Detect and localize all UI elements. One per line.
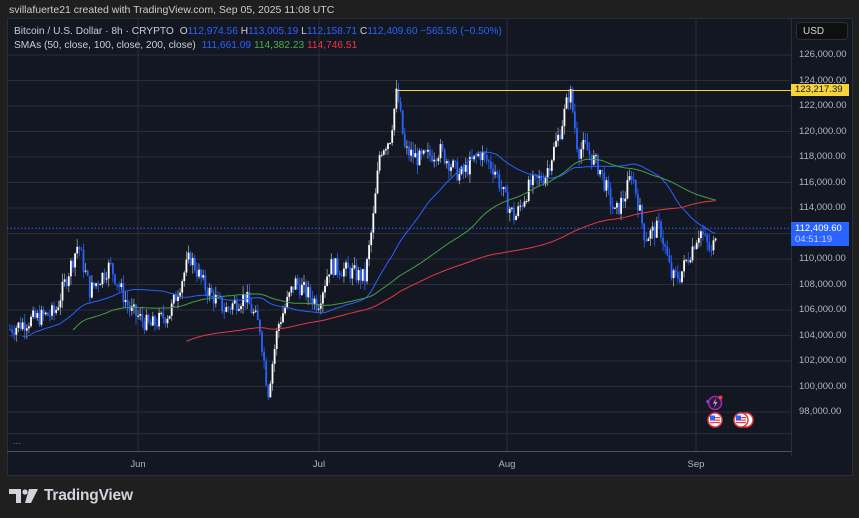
low-value: 112,158.71 xyxy=(306,26,358,37)
tradingview-logo[interactable]: TradingView xyxy=(9,487,133,505)
symbol-title[interactable]: Bitcoin / U.S. Dollar · 8h · CRYPTO xyxy=(14,26,174,37)
sma50-value: 111,661.09 xyxy=(201,40,252,51)
price-tick: 114,000.00 xyxy=(799,202,846,213)
sma-indicator-title[interactable]: SMAs (50, close, 100, close, 200, close) xyxy=(14,40,196,51)
tradingview-logo-icon xyxy=(9,489,38,503)
chart-plot-area[interactable] xyxy=(7,18,791,476)
legend: Bitcoin / U.S. Dollar · 8h · CRYPTO O112… xyxy=(14,25,502,53)
close-value: 112,409.60 xyxy=(367,26,418,37)
price-tick: 124,000.00 xyxy=(799,74,847,86)
price-tick: 122,000.00 xyxy=(799,100,847,111)
price-tick: 104,000.00 xyxy=(799,329,847,341)
currency-button[interactable]: USD xyxy=(796,22,848,40)
high-value: 113,005.19 xyxy=(248,26,299,37)
sma200-value: 114,746.51 xyxy=(307,40,358,51)
price-tick: 98,000.00 xyxy=(799,406,842,417)
legend-row-sma: SMAs (50, close, 100, close, 200, close)… xyxy=(14,39,502,53)
price-tick: 102,000.00 xyxy=(799,355,847,366)
price-tick: 110,000.00 xyxy=(799,253,846,264)
price-chart[interactable] xyxy=(7,18,791,476)
time-axis[interactable] xyxy=(7,451,791,477)
horizontal-line-price-tag: 123,217.39 xyxy=(791,84,849,97)
time-tick-jul: Jul xyxy=(312,459,326,470)
price-tick: 108,000.00 xyxy=(799,278,847,290)
price-tick: 100,000.00 xyxy=(799,380,847,392)
brand-name: TradingView xyxy=(44,487,133,504)
change-value: −565.56 (−0.50%) xyxy=(420,26,502,37)
more-indicators-icon[interactable]: ... xyxy=(13,436,21,446)
bar-countdown: 04:51:19 xyxy=(795,234,832,246)
time-tick-jun: Jun xyxy=(130,459,146,470)
last-price-tag: 112,409.60 04:51:19 xyxy=(791,222,849,247)
price-tick: 118,000.00 xyxy=(799,151,846,162)
lightning-event-icon[interactable] xyxy=(705,394,724,417)
time-tick-aug: Aug xyxy=(498,459,516,470)
chart-credit: svillafuerte21 created with TradingView.… xyxy=(9,4,335,16)
price-tick: 120,000.00 xyxy=(799,125,847,137)
last-price-label: 112,409.60 xyxy=(795,223,842,235)
price-tick: 116,000.00 xyxy=(799,176,846,188)
legend-row-symbol: Bitcoin / U.S. Dollar · 8h · CRYPTO O112… xyxy=(14,26,502,37)
us-flag-event-stack-icon[interactable] xyxy=(733,412,755,433)
us-flag-event-icon[interactable] xyxy=(707,412,723,433)
price-tick: 126,000.00 xyxy=(799,49,847,60)
time-tick-sep: Sep xyxy=(687,459,705,470)
price-tick: 106,000.00 xyxy=(799,304,847,315)
sma100-value: 114,382.23 xyxy=(253,40,305,51)
open-value: 112,974.56 xyxy=(187,26,238,37)
